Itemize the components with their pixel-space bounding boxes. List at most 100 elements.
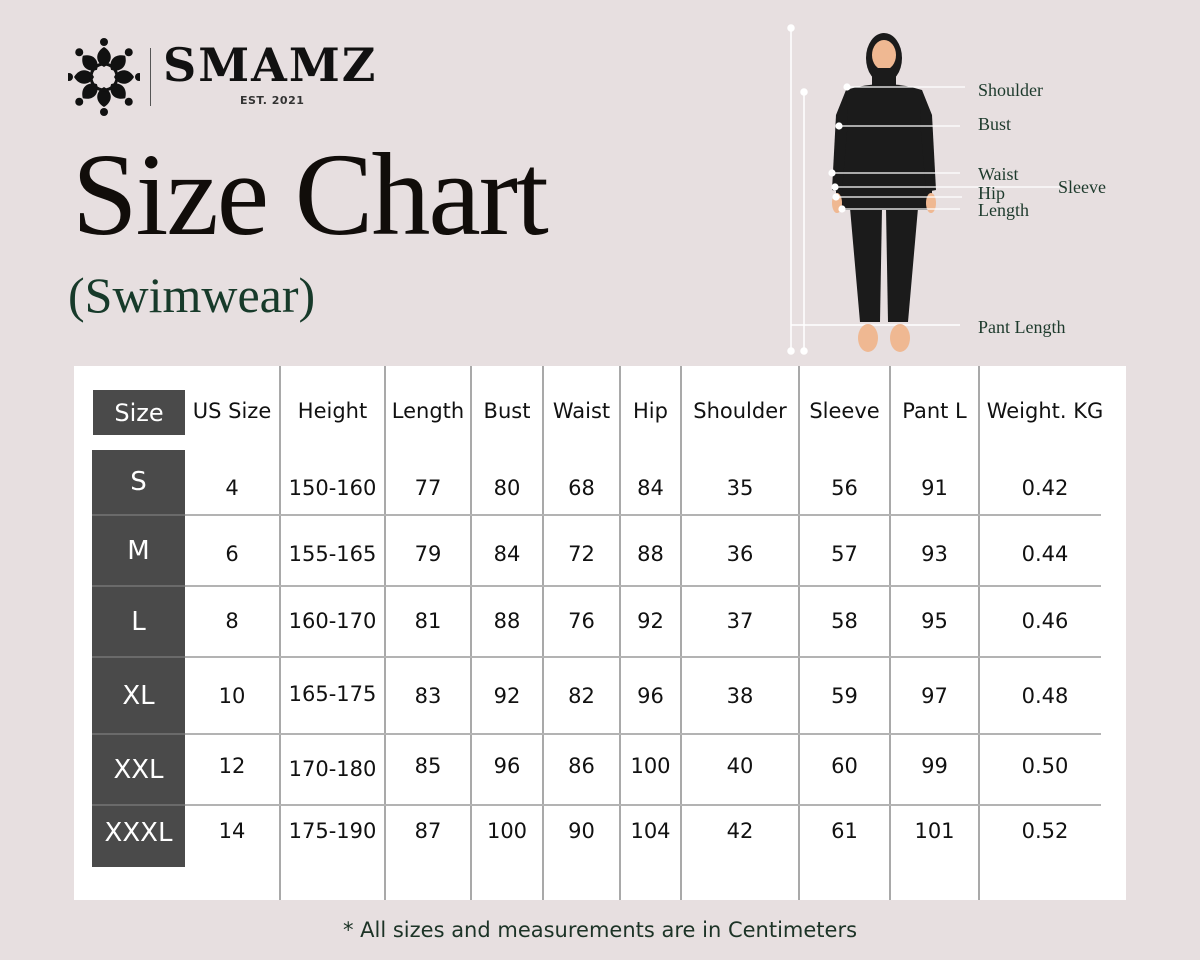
mandala-flower-icon (65, 38, 143, 116)
model-illustration (787, 24, 1060, 355)
size-label-m: M (92, 514, 185, 585)
cell-waist: 90 (568, 819, 595, 843)
grid-line (470, 366, 472, 900)
size-table-panel (74, 366, 1126, 900)
grid-line (185, 514, 1101, 516)
cell-height: 165-175 (288, 682, 377, 706)
label-sleeve: Sleeve (1058, 177, 1106, 197)
grid-line (185, 804, 1101, 806)
cell-weight: 0.52 (1021, 819, 1069, 843)
grid-line (542, 366, 544, 900)
cell-bust: 80 (493, 476, 521, 500)
measurement-figure: Shoulder Bust Waist Hip Length Sleeve Pa… (780, 20, 1120, 360)
grid-line (680, 366, 682, 900)
cell-us-size: 8 (225, 609, 239, 633)
cell-waist: 86 (568, 754, 595, 778)
cell-pant-length: 95 (921, 609, 948, 633)
grid-line (798, 366, 800, 900)
grid-line (279, 366, 281, 900)
column-header-waist: Waist (552, 399, 611, 423)
cell-weight: 0.48 (1021, 684, 1069, 708)
label-bust: Bust (978, 114, 1012, 134)
grid-line (185, 656, 1101, 658)
column-header-hip: Hip (633, 399, 668, 423)
cell-sleeve: 60 (831, 754, 858, 778)
cell-shoulder: 35 (726, 476, 754, 500)
cell-shoulder: 36 (726, 542, 754, 566)
column-header-pant-length: Pant L (902, 399, 967, 423)
cell-bust: 100 (486, 819, 528, 843)
cell-length: 85 (414, 754, 442, 778)
size-label-xl: XL (92, 656, 185, 733)
page-title: Size Chart (72, 129, 549, 260)
cell-us-size: 14 (218, 819, 246, 843)
cell-pant-length: 91 (921, 476, 948, 500)
label-waist: Waist (978, 164, 1019, 184)
cell-hip: 84 (637, 476, 664, 500)
cell-weight: 0.42 (1021, 476, 1069, 500)
cell-us-size: 12 (218, 754, 246, 778)
cell-waist: 72 (568, 542, 595, 566)
cell-sleeve: 58 (831, 609, 858, 633)
size-label-xxxl: XXXL (92, 804, 185, 867)
column-header-bust: Bust (483, 399, 531, 423)
grid-line (889, 366, 891, 900)
grid-line (978, 366, 980, 900)
size-label-l: L (92, 585, 185, 656)
page-subtitle: (Swimwear) (68, 267, 316, 323)
cell-bust: 84 (493, 542, 521, 566)
column-header-height: Height (297, 399, 368, 423)
column-header-weight: Weight. KG (986, 399, 1104, 423)
column-header-shoulder: Shoulder (693, 399, 787, 423)
cell-pant-length: 101 (914, 819, 955, 843)
cell-shoulder: 38 (726, 684, 754, 708)
column-header-length: Length (391, 399, 465, 423)
cell-shoulder: 40 (726, 754, 754, 778)
size-label-s: S (92, 450, 185, 514)
cell-waist: 82 (568, 684, 595, 708)
label-length: Length (978, 200, 1029, 220)
cell-height: 175-190 (288, 819, 377, 843)
footnote: * All sizes and measurements are in Cent… (342, 918, 858, 942)
cell-us-size: 6 (225, 542, 239, 566)
cell-shoulder: 42 (726, 819, 754, 843)
cell-sleeve: 61 (831, 819, 858, 843)
cell-length: 77 (414, 476, 442, 500)
brand-name: SMAMZ (163, 38, 378, 92)
cell-pant-length: 93 (921, 542, 948, 566)
cell-pant-length: 97 (921, 684, 948, 708)
cell-length: 83 (414, 684, 442, 708)
label-pant-length: Pant Length (978, 317, 1066, 337)
column-header-size: Size (93, 390, 185, 435)
cell-hip: 88 (637, 542, 664, 566)
cell-height: 150-160 (288, 476, 377, 500)
cell-pant-length: 99 (921, 754, 948, 778)
brand-established: EST. 2021 (240, 94, 305, 107)
cell-bust: 88 (493, 609, 521, 633)
cell-weight: 0.50 (1021, 754, 1069, 778)
cell-us-size: 10 (218, 684, 246, 708)
cell-sleeve: 56 (831, 476, 858, 500)
column-header-us-size: US Size (192, 399, 272, 423)
cell-height: 155-165 (288, 542, 377, 566)
cell-shoulder: 37 (726, 609, 754, 633)
cell-waist: 68 (568, 476, 595, 500)
cell-length: 79 (414, 542, 442, 566)
logo-divider (150, 48, 151, 106)
size-label-xxl: XXL (92, 733, 185, 804)
cell-length: 87 (414, 819, 442, 843)
cell-length: 81 (414, 609, 442, 633)
cell-sleeve: 59 (831, 684, 858, 708)
cell-weight: 0.44 (1021, 542, 1069, 566)
label-hip: Hip (978, 183, 1005, 203)
cell-hip: 92 (637, 609, 664, 633)
cell-hip: 96 (637, 684, 664, 708)
cell-bust: 92 (493, 684, 521, 708)
cell-waist: 76 (568, 609, 595, 633)
grid-line (384, 366, 386, 900)
cell-height: 170-180 (288, 757, 377, 781)
cell-height: 160-170 (288, 609, 377, 633)
label-shoulder: Shoulder (978, 80, 1043, 100)
column-header-sleeve: Sleeve (809, 399, 880, 423)
cell-hip: 104 (630, 819, 671, 843)
